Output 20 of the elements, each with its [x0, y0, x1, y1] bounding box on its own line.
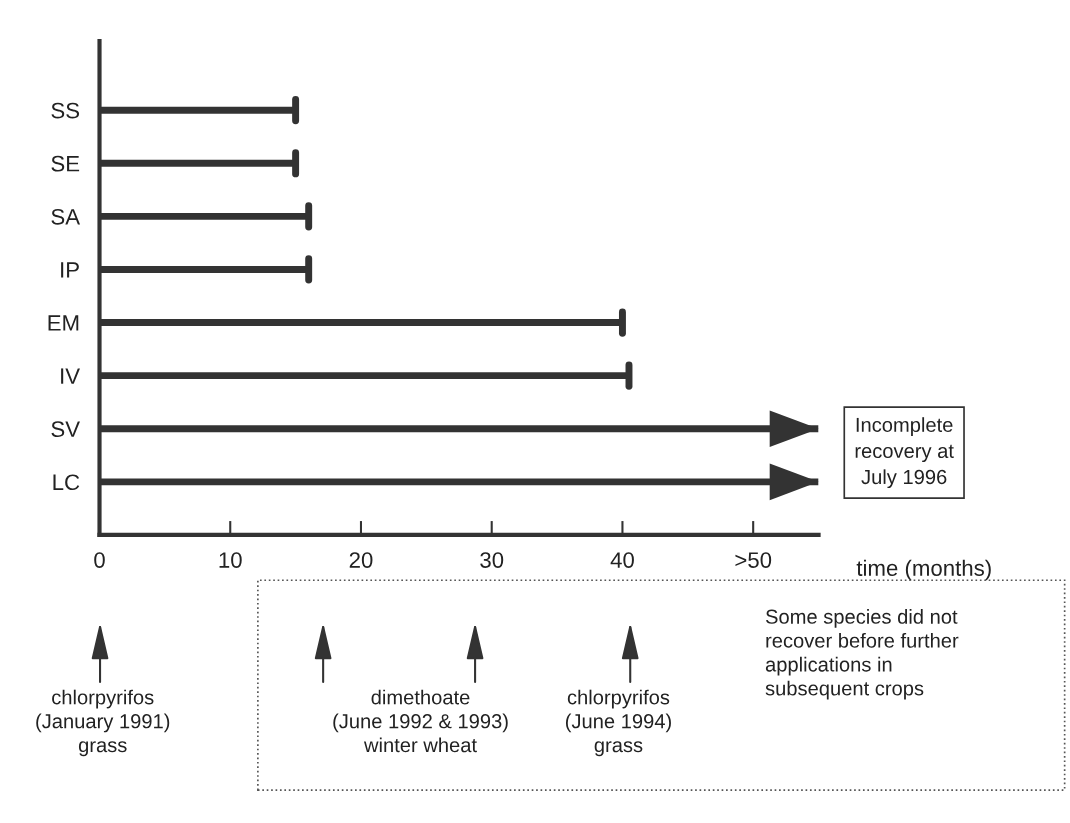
- y-tick-label: EM: [48, 315, 79, 331]
- y-tick-label: SA: [51, 208, 81, 225]
- y-tick-label: SS: [51, 102, 80, 119]
- text: Incomplete recovery at July 1996: [855, 417, 954, 489]
- x-tick-label: 40: [610, 552, 634, 568]
- x-axis-title: time (months): [856, 559, 991, 581]
- x-tick-label: 10: [219, 552, 242, 568]
- x-tick-label: 20: [349, 552, 373, 568]
- x-tick-label: 30: [480, 552, 504, 568]
- y-tick-label: SV: [51, 421, 80, 438]
- x-tick-label: >50: [735, 552, 772, 568]
- y-tick-label: LC: [53, 474, 80, 491]
- y-tick-label: SE: [51, 155, 80, 172]
- text: dimethoate (June 1992 & 1993) winter wheat: [333, 689, 508, 753]
- x-tick-label: 0: [94, 552, 105, 568]
- y-tick-label: IP: [61, 262, 79, 278]
- text: chlorpyrifos (June 1994) grass: [565, 689, 671, 757]
- y-tick-label: IV: [61, 368, 80, 384]
- text: chlorpyrifos (January 1991) grass: [36, 689, 170, 757]
- text: Some species did not recover before further applications in subsequent crops: [765, 609, 959, 700]
